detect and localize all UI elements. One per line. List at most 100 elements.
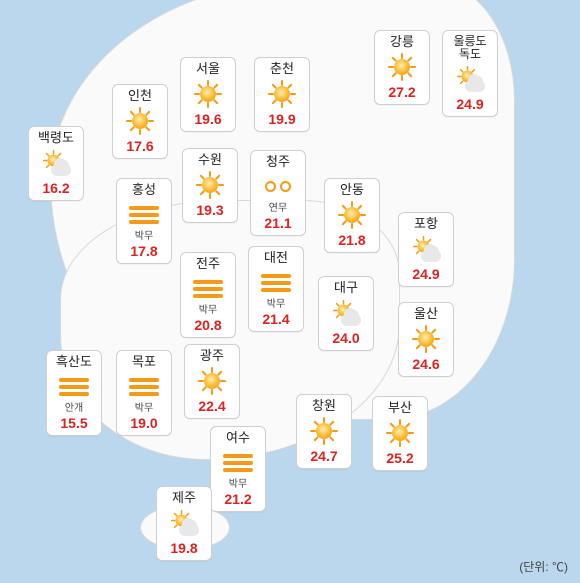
weather-icon (377, 51, 427, 83)
city-name: 백령도 (31, 131, 81, 145)
weather-icon (257, 78, 307, 110)
city-name: 대구 (321, 281, 371, 295)
temperature: 21.1 (253, 216, 303, 231)
sun-cloud-icon (41, 150, 71, 176)
temperature: 21.4 (251, 312, 301, 327)
city-card-hongseong: 홍성박무 17.8 (116, 178, 172, 264)
city-name: 인천 (115, 89, 165, 103)
weather-icon (401, 323, 451, 355)
city-name: 목포 (119, 355, 169, 369)
weather-icon (183, 78, 233, 110)
city-card-jeonju: 전주박무 20.8 (180, 252, 236, 338)
temperature: 21.2 (213, 492, 263, 507)
sun-icon (196, 171, 224, 199)
weather-icon (185, 169, 235, 201)
mist-icon (129, 377, 159, 397)
temperature: 17.8 (119, 244, 169, 259)
city-card-gangneung: 강릉27.2 (374, 30, 430, 105)
mist-icon (223, 453, 253, 473)
condition-label: 박무 (183, 306, 233, 316)
condition-label: 박무 (119, 404, 169, 414)
temperature: 19.8 (159, 541, 209, 556)
city-name: 여수 (213, 431, 263, 445)
temperature: 20.8 (183, 318, 233, 333)
city-name: 광주 (187, 349, 237, 363)
city-name: 창원 (299, 399, 349, 413)
temperature: 15.5 (49, 416, 99, 431)
city-name: 안동 (327, 183, 377, 197)
city-card-pohang: 포항24.9 (398, 212, 454, 287)
city-card-jeju: 제주 19.8 (156, 486, 212, 561)
city-name: 홍성 (119, 183, 169, 197)
city-card-ulsan: 울산 24.6 (398, 302, 454, 377)
weather-icon (187, 365, 237, 397)
unit-label: (단위: ℃) (519, 558, 568, 575)
temperature: 16.2 (31, 181, 81, 196)
weather-icon (321, 297, 371, 329)
weather-icon (159, 507, 209, 539)
sun-icon (412, 325, 440, 353)
city-name: 전주 (183, 257, 233, 271)
condition-label: 박무 (213, 480, 263, 490)
city-name: 포항 (401, 217, 451, 231)
city-card-heuksando: 흑산도안개 15.5 (46, 350, 102, 436)
condition-label: 안개 (49, 404, 99, 414)
city-card-busan: 부산25.2 (372, 396, 428, 471)
weather-icon (119, 371, 169, 403)
weather-icon (251, 267, 301, 299)
weather-icon (445, 63, 495, 95)
city-name: 독도 (445, 48, 495, 61)
temperature: 27.2 (377, 85, 427, 100)
city-card-changwon: 창원 24.7 (296, 394, 352, 469)
city-name: 제주 (159, 491, 209, 505)
weather-icon (213, 447, 263, 479)
city-card-incheon: 인천 17.6 (112, 84, 168, 159)
sun-icon (126, 107, 154, 135)
city-name: 대전 (251, 251, 301, 265)
weather-icon (115, 105, 165, 137)
condition-label: 박무 (251, 300, 301, 310)
weather-icon (253, 171, 303, 203)
weather-icon (327, 199, 377, 231)
city-card-suwon: 수원19.3 (182, 148, 238, 223)
weather-icon (49, 371, 99, 403)
city-card-seoul: 서울19.6 (180, 57, 236, 132)
temperature: 17.6 (115, 139, 165, 154)
temperature: 24.7 (299, 449, 349, 464)
sun-icon (198, 367, 226, 395)
mist-icon (129, 205, 159, 225)
sun-icon (388, 53, 416, 81)
temperature: 24.0 (321, 331, 371, 346)
condition-label: 연무 (253, 204, 303, 214)
city-card-cheongju: 청주연무 21.1 (250, 150, 306, 236)
weather-icon (375, 417, 425, 449)
mist-icon (59, 377, 89, 397)
weather-icon (119, 199, 169, 231)
mist-icon (193, 279, 223, 299)
sun-icon (386, 419, 414, 447)
city-card-ulleungdo: 울릉도독도24.9 (442, 30, 498, 117)
weather-icon (183, 273, 233, 305)
temperature: 19.9 (257, 112, 307, 127)
city-name: 울산 (401, 307, 451, 321)
city-name: 흑산도 (49, 355, 99, 369)
temperature: 25.2 (375, 451, 425, 466)
temperature: 19.6 (183, 112, 233, 127)
weather-icon (31, 147, 81, 179)
city-card-baengnyeongdo: 백령도 16.2 (28, 126, 84, 201)
city-card-yeosu: 여수박무 21.2 (210, 426, 266, 512)
temperature: 24.6 (401, 357, 451, 372)
weather-icon (299, 415, 349, 447)
city-name: 청주 (253, 155, 303, 169)
temperature: 22.4 (187, 399, 237, 414)
city-card-mokpo: 목포박무 19.0 (116, 350, 172, 436)
city-card-daegu: 대구 24.0 (318, 276, 374, 351)
temperature: 19.0 (119, 416, 169, 431)
city-card-chuncheon: 춘천19.9 (254, 57, 310, 132)
sun-icon (310, 417, 338, 445)
sun-cloud-icon (455, 66, 485, 92)
temperature: 24.9 (445, 97, 495, 112)
city-card-andong: 안동 21.8 (324, 178, 380, 253)
condition-label: 박무 (119, 232, 169, 242)
temperature: 21.8 (327, 233, 377, 248)
